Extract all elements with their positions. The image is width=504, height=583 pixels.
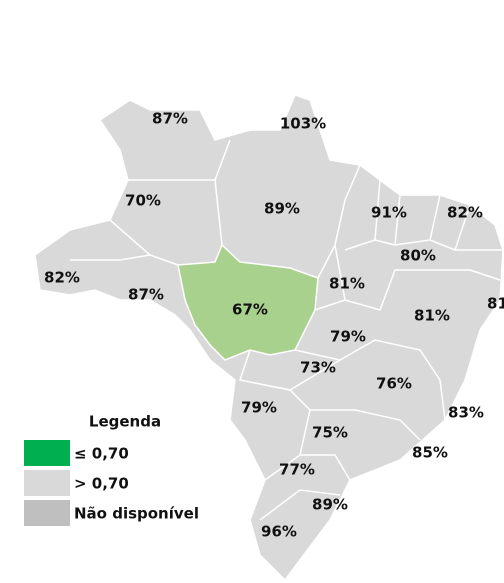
legend-swatch	[24, 440, 70, 466]
region-label: 70%	[125, 192, 161, 210]
region-label: 81%	[487, 295, 504, 313]
region-label: 73%	[300, 359, 336, 377]
region-label: 87%	[128, 286, 164, 304]
region-label: 67%	[232, 301, 268, 319]
region-label: 82%	[44, 269, 80, 287]
region-label: 80%	[400, 247, 436, 265]
region-label: 81%	[329, 275, 365, 293]
region-label: 83%	[448, 404, 484, 422]
region-label: 79%	[241, 399, 277, 417]
legend-label: Não disponível	[74, 505, 199, 523]
region-label: 81%	[414, 307, 450, 325]
region-label: 79%	[330, 328, 366, 346]
region-label: 91%	[371, 204, 407, 222]
legend-label: > 0,70	[74, 475, 129, 493]
region-label: 77%	[279, 461, 315, 479]
legend-title: Legenda	[89, 413, 161, 431]
region-label: 82%	[447, 204, 483, 222]
region-label: 75%	[312, 424, 348, 442]
region-label: 76%	[376, 375, 412, 393]
region-label: 85%	[412, 444, 448, 462]
region-label: 96%	[261, 523, 297, 541]
legend-swatch	[24, 500, 70, 526]
region-label: 89%	[264, 200, 300, 218]
legend-label: ≤ 0,70	[74, 445, 129, 463]
state-borders	[70, 139, 503, 521]
region-label: 103%	[280, 115, 326, 133]
region-label: 89%	[312, 496, 348, 514]
region-label: 87%	[152, 110, 188, 128]
legend-swatch	[24, 470, 70, 496]
